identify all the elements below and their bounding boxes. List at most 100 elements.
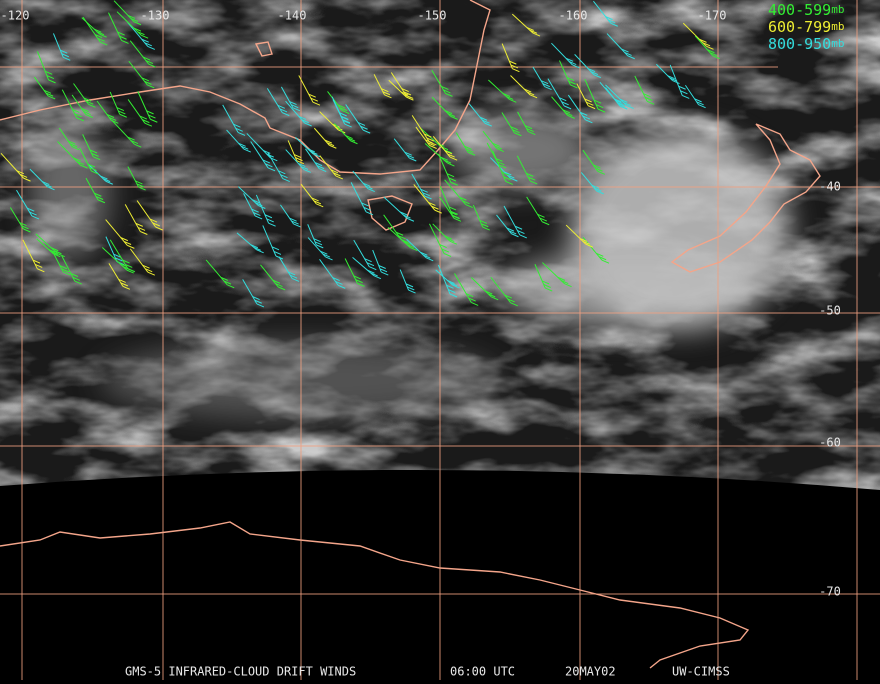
barb-flag: [117, 31, 125, 36]
barb-flag: [74, 113, 82, 118]
barb-flag: [540, 80, 549, 85]
barb-staff: [411, 115, 430, 143]
barb-staff: [85, 177, 99, 200]
barb-flag: [466, 148, 474, 153]
barb-flag: [42, 181, 50, 185]
barb-staff: [669, 64, 683, 96]
barb-flag: [680, 90, 688, 95]
barb-flag: [422, 192, 430, 197]
barb-flag: [50, 247, 59, 252]
barb-staff: [431, 96, 452, 117]
barb-flag: [345, 135, 353, 140]
barb-flag: [273, 250, 282, 255]
barb-staff: [439, 186, 454, 217]
barb-staff: [108, 263, 124, 287]
barb-flag: [424, 133, 432, 138]
barb-staff: [486, 142, 500, 166]
barb-staff: [129, 248, 149, 273]
barb-flag: [367, 269, 375, 274]
legend-entry: 600-799mb: [768, 18, 844, 36]
barb-staff: [482, 130, 498, 149]
barb-flag: [142, 119, 150, 124]
barb-staff: [399, 269, 410, 291]
barb-flag: [707, 49, 715, 54]
legend-unit: mb: [831, 3, 844, 16]
barb-flag: [95, 196, 104, 200]
barb-flag: [127, 14, 136, 19]
barb-flag: [220, 276, 229, 281]
barb-flag: [510, 177, 518, 182]
barb-flag: [541, 280, 550, 285]
barb-flag: [501, 171, 510, 176]
barb-flag: [529, 180, 538, 185]
barb-staff: [108, 12, 122, 41]
barb-staff: [470, 277, 492, 298]
barb-flag: [479, 219, 488, 224]
barb-flag: [504, 171, 512, 176]
barb-flag: [362, 129, 371, 134]
barb-flag: [559, 97, 567, 102]
barb-flag: [251, 208, 259, 213]
barb-flag: [237, 131, 246, 136]
barb-flag: [468, 297, 476, 302]
barb-flag: [142, 264, 150, 269]
barb-flag: [528, 176, 536, 181]
barb-staff: [424, 143, 448, 164]
barb-flag: [541, 221, 550, 226]
barb-flag: [314, 162, 323, 167]
barb-flag: [447, 153, 455, 158]
barb-staff: [353, 239, 370, 267]
barb-flag: [85, 114, 93, 118]
barb-flag: [557, 276, 566, 281]
barb-flag: [94, 34, 103, 39]
barb-staff: [372, 249, 382, 273]
barb-flag: [272, 279, 281, 284]
barb-flag: [357, 121, 366, 126]
barb-staff: [113, 0, 135, 23]
barb-staff: [488, 79, 510, 100]
barb-flag: [444, 110, 453, 115]
barb-flag: [497, 161, 505, 166]
barb-flag: [253, 212, 261, 217]
barb-staff: [694, 35, 714, 57]
barb-staff: [415, 126, 431, 146]
barb-flag: [313, 200, 322, 205]
barb-flag: [282, 112, 290, 117]
barb-flag: [492, 142, 500, 147]
barb-flag: [449, 282, 458, 287]
barb-flag: [264, 214, 273, 219]
barb-flag: [646, 100, 655, 105]
barb-staff: [71, 94, 87, 115]
barb-flag: [370, 272, 378, 277]
barb-flag: [401, 239, 409, 244]
barb-flag: [137, 226, 146, 231]
barb-staff: [547, 78, 565, 107]
barb-flag: [450, 115, 458, 120]
barb-staff: [472, 204, 484, 228]
barb-flag: [506, 227, 515, 232]
barb-flag: [44, 183, 53, 188]
barb-flag: [119, 262, 127, 267]
barb-flag: [484, 122, 492, 127]
barb-staff: [437, 264, 451, 295]
barb-staff: [237, 186, 259, 206]
barb-flag: [339, 107, 348, 112]
barb-flag: [144, 122, 153, 127]
barb-flag: [271, 246, 280, 251]
barb-flag: [504, 294, 512, 299]
barb-flag: [601, 259, 610, 264]
barb-flag: [296, 160, 304, 165]
barb-flag: [597, 170, 605, 175]
barb-flag: [341, 115, 349, 120]
barb-staff: [605, 84, 628, 106]
barb-flag: [89, 149, 98, 154]
latitude-label: -60: [819, 436, 841, 450]
barb-flag: [100, 41, 108, 46]
barb-flag: [624, 51, 632, 56]
barb-flag: [72, 276, 81, 281]
barb-flag: [564, 283, 572, 288]
barb-flag: [494, 145, 502, 150]
barb-flag: [122, 259, 130, 264]
barb-flag: [446, 284, 454, 289]
barb-flag: [266, 153, 274, 158]
